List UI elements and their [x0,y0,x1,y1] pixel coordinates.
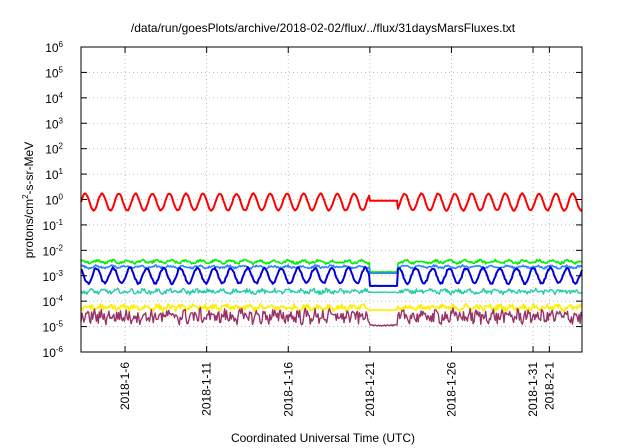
y-tick-label-exponent: -2 [56,243,64,252]
y-tick-label-base: 10 [43,244,57,258]
series-line-5 [80,302,583,313]
series-line-0 [80,192,583,212]
y-tick-label: 10-4 [43,294,64,309]
x-tick-label: 2018-1-26 [444,362,458,417]
y-tick-label-base: 10 [45,168,59,182]
tick-marks [81,46,582,353]
x-axis-label: Coordinated Universal Time (UTC) [231,431,415,445]
y-tick-label: 102 [45,142,63,157]
x-tick-label: 2018-1-11 [200,362,214,416]
y-tick-label-exponent: -5 [56,320,64,329]
series-line-4 [80,287,583,296]
y-tick-label-exponent: -1 [56,218,64,227]
y-tick-label-base: 10 [43,270,57,284]
x-tick-label: 2018-1-6 [118,362,132,410]
x-tick-label: 2018-1-16 [281,362,295,417]
y-tick-label: 101 [45,167,63,182]
y-tick-label-base: 10 [45,143,59,157]
y-tick-label: 104 [45,91,63,106]
y-tick-label-exponent: 5 [59,65,64,74]
y-tick-label-exponent: -4 [56,294,64,303]
y-tick-labels: 10-610-510-410-310-210-11001011021031041… [43,40,64,360]
y-tick-label: 10-6 [43,345,64,360]
y-tick-label-exponent: 0 [59,193,64,202]
y-tick-label: 10-5 [43,320,64,335]
y-tick-label-exponent: 2 [59,142,64,151]
y-tick-label-base: 10 [43,346,57,360]
y-tick-label-exponent: -3 [56,269,64,278]
y-tick-label-exponent: 4 [59,91,64,100]
y-tick-label: 100 [45,193,63,208]
x-tick-label: 2018-1-31 [526,362,540,417]
y-tick-label-exponent: 3 [59,116,64,125]
series-line-3 [80,266,583,287]
y-axis-label-part1: protons/cm [22,199,36,258]
series-line-6 [80,307,583,327]
x-tick-label: 2018-2-1 [542,362,556,410]
y-axis-label-superscript: 2 [21,194,30,199]
y-tick-label-exponent: -6 [56,345,64,354]
y-tick-label-exponent: 1 [59,167,64,176]
y-tick-label-base: 10 [45,194,59,208]
y-axis-label-part2: -s-sr-MeV [22,142,36,195]
y-tick-label-base: 10 [45,66,59,80]
series-line-1 [80,258,583,273]
y-tick-label-exponent: 6 [59,40,64,49]
x-tick-labels: 2018-1-6 2018-1-11 2018-1-16 2018-1-21 2018-… [118,362,556,417]
y-tick-label-base: 10 [43,295,57,309]
x-tick-label: 2018-1-21 [363,362,377,417]
y-tick-label: 10-1 [43,218,64,233]
y-tick-label: 105 [45,65,63,80]
y-axis-label: protons/cm2-s-sr-MeV [21,142,36,258]
y-tick-label: 10-3 [43,269,64,284]
y-tick-label-base: 10 [45,92,59,106]
y-tick-label: 106 [45,40,63,55]
y-tick-label-base: 10 [43,321,57,335]
series-layer [80,192,583,327]
y-tick-label-base: 10 [45,41,59,55]
chart-title: /data/run/goesPlots/archive/2018-02-02/f… [131,21,516,35]
y-tick-label: 10-2 [43,243,64,258]
y-tick-label-base: 10 [43,219,57,233]
y-tick-label-base: 10 [45,117,59,131]
y-tick-label: 103 [45,116,63,131]
